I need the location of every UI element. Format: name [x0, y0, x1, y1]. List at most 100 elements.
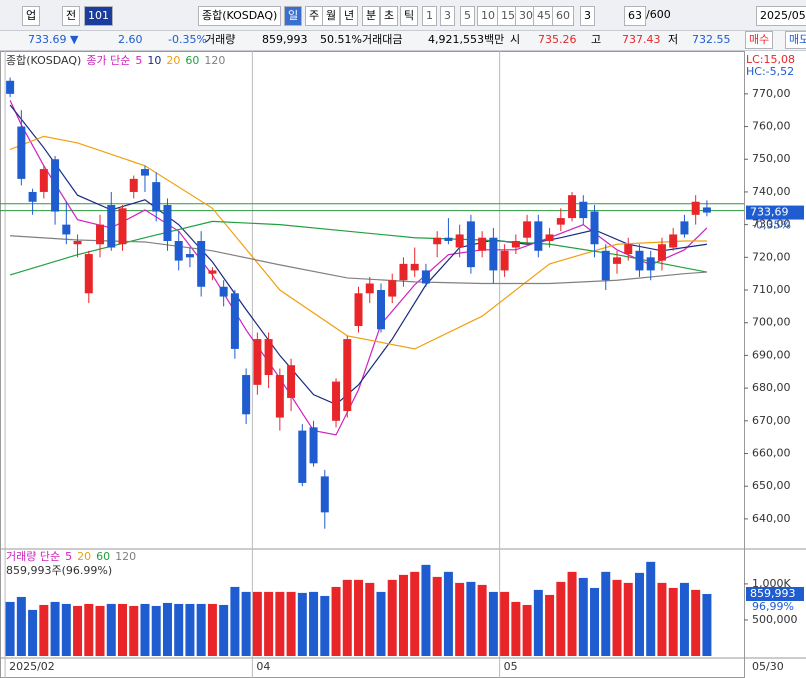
y-tick-label: 730,00 [752, 218, 791, 231]
volume-bar [16, 596, 26, 656]
volume-bar [151, 605, 161, 656]
volume-bar [286, 591, 296, 656]
volume-bar [646, 561, 656, 656]
volume-bar [95, 605, 105, 656]
toolbar-item[interactable]: 5 [460, 6, 475, 26]
legend-item: 120 [204, 54, 225, 67]
volume-bar [488, 591, 498, 656]
legend-item: 10 [147, 54, 161, 67]
candle-body [332, 381, 341, 421]
volume-bar [567, 571, 577, 656]
candle-body [140, 169, 149, 176]
info-item: 거래량 [205, 33, 236, 46]
toolbar-item[interactable]: 주 [305, 6, 324, 26]
volume-bar [185, 603, 195, 656]
x-tick-label: 2025/02 [9, 660, 55, 673]
candle-body [242, 375, 251, 415]
toolbar-item[interactable]: 45 [533, 6, 555, 26]
toolbar-item[interactable]: 초 [380, 6, 399, 26]
info-item: 733.69 ▼ [28, 33, 79, 46]
candle-body [298, 430, 307, 483]
toolbar-item[interactable]: 월 [322, 6, 341, 26]
legend-item: 60 [185, 54, 199, 67]
candle-body [39, 169, 48, 192]
volume-bar [679, 582, 689, 656]
candle-body [219, 286, 228, 297]
ma-line [10, 235, 707, 285]
y-tick-label: 680,00 [752, 381, 791, 394]
candle-body [118, 208, 127, 245]
toolbar-item[interactable]: 63 [624, 6, 646, 26]
volume-bar [73, 605, 83, 656]
info-item[interactable]: 매수 [745, 31, 774, 49]
volume-bar [511, 601, 521, 656]
y-tick-label: 710,00 [752, 283, 791, 296]
candle-body [365, 283, 374, 294]
legend-item: 5 [135, 54, 142, 67]
y-tick-label: 770,00 [752, 87, 791, 100]
candle-body [354, 293, 363, 326]
toolbar-item[interactable]: 30 [515, 6, 537, 26]
toolbar-item[interactable]: 60 [552, 6, 574, 26]
volume-bar [365, 582, 375, 656]
ma-line [9, 104, 707, 406]
y-tick-label: 660,00 [752, 447, 791, 460]
volume-bar [421, 564, 431, 656]
info-item[interactable]: 매도 [785, 31, 806, 49]
volume-bar [410, 571, 420, 656]
candle-body [320, 476, 329, 513]
volume-bar [252, 591, 262, 656]
candle-body [410, 263, 419, 271]
toolbar-item[interactable]: 10 [477, 6, 499, 26]
y-tick-label: 690,00 [752, 348, 791, 361]
candle-body [433, 237, 442, 245]
volume-bar [623, 582, 633, 656]
toolbar-item[interactable]: /600 [646, 8, 671, 21]
candle-body [185, 254, 194, 258]
volume-bar [556, 581, 566, 656]
legend-item: 20 [166, 54, 180, 67]
candle-body [691, 201, 700, 215]
toolbar-item[interactable]: 2025/05/ [756, 6, 806, 26]
volume-bar [196, 603, 206, 656]
lc-label: LC:15,08 [746, 53, 795, 66]
toolbar-item[interactable]: 종합(KOSDAQ) [198, 6, 282, 26]
candle-body [73, 240, 82, 245]
toolbar-item[interactable]: 3 [580, 6, 595, 26]
candle-body [62, 224, 71, 235]
toolbar-item[interactable]: 분 [362, 6, 381, 26]
candle-body [669, 234, 678, 248]
info-item: 859,993 [262, 33, 308, 46]
volume-bar [545, 594, 555, 656]
volume-bar [39, 604, 49, 656]
candle-body [601, 250, 610, 281]
candle-body [444, 237, 453, 241]
toolbar-item[interactable]: 101 [84, 6, 113, 26]
vol-tick-label: 1,000K [752, 577, 791, 590]
toolbar-item[interactable]: 년 [340, 6, 359, 26]
volume-bar [241, 591, 251, 656]
toolbar-item[interactable]: 전 [62, 6, 81, 26]
toolbar-item[interactable]: 업 [22, 6, 41, 26]
candle-body [6, 80, 15, 94]
toolbar-item[interactable]: 3 [440, 6, 455, 26]
candle-body [702, 207, 711, 213]
last-box [746, 205, 804, 220]
volume-bar [297, 592, 307, 656]
volume-bar [61, 603, 71, 656]
toolbar-item[interactable]: 1 [422, 6, 437, 26]
y-tick-label: 700,00 [752, 316, 791, 329]
volume-bar [578, 577, 588, 656]
y-tick-label: 650,00 [752, 479, 791, 492]
toolbar-item[interactable]: 틱 [400, 6, 419, 26]
candle-body [646, 257, 655, 271]
candle-body [590, 211, 599, 245]
volume-bar [342, 579, 352, 656]
toolbar-item[interactable]: 일 [284, 6, 303, 26]
y-tick-label: 740,00 [752, 185, 791, 198]
candle-body [635, 250, 644, 271]
candle-body [399, 263, 408, 281]
legend-item: 20 [77, 550, 91, 563]
info-item: 735.26 [538, 33, 577, 46]
candle-body [309, 427, 318, 464]
